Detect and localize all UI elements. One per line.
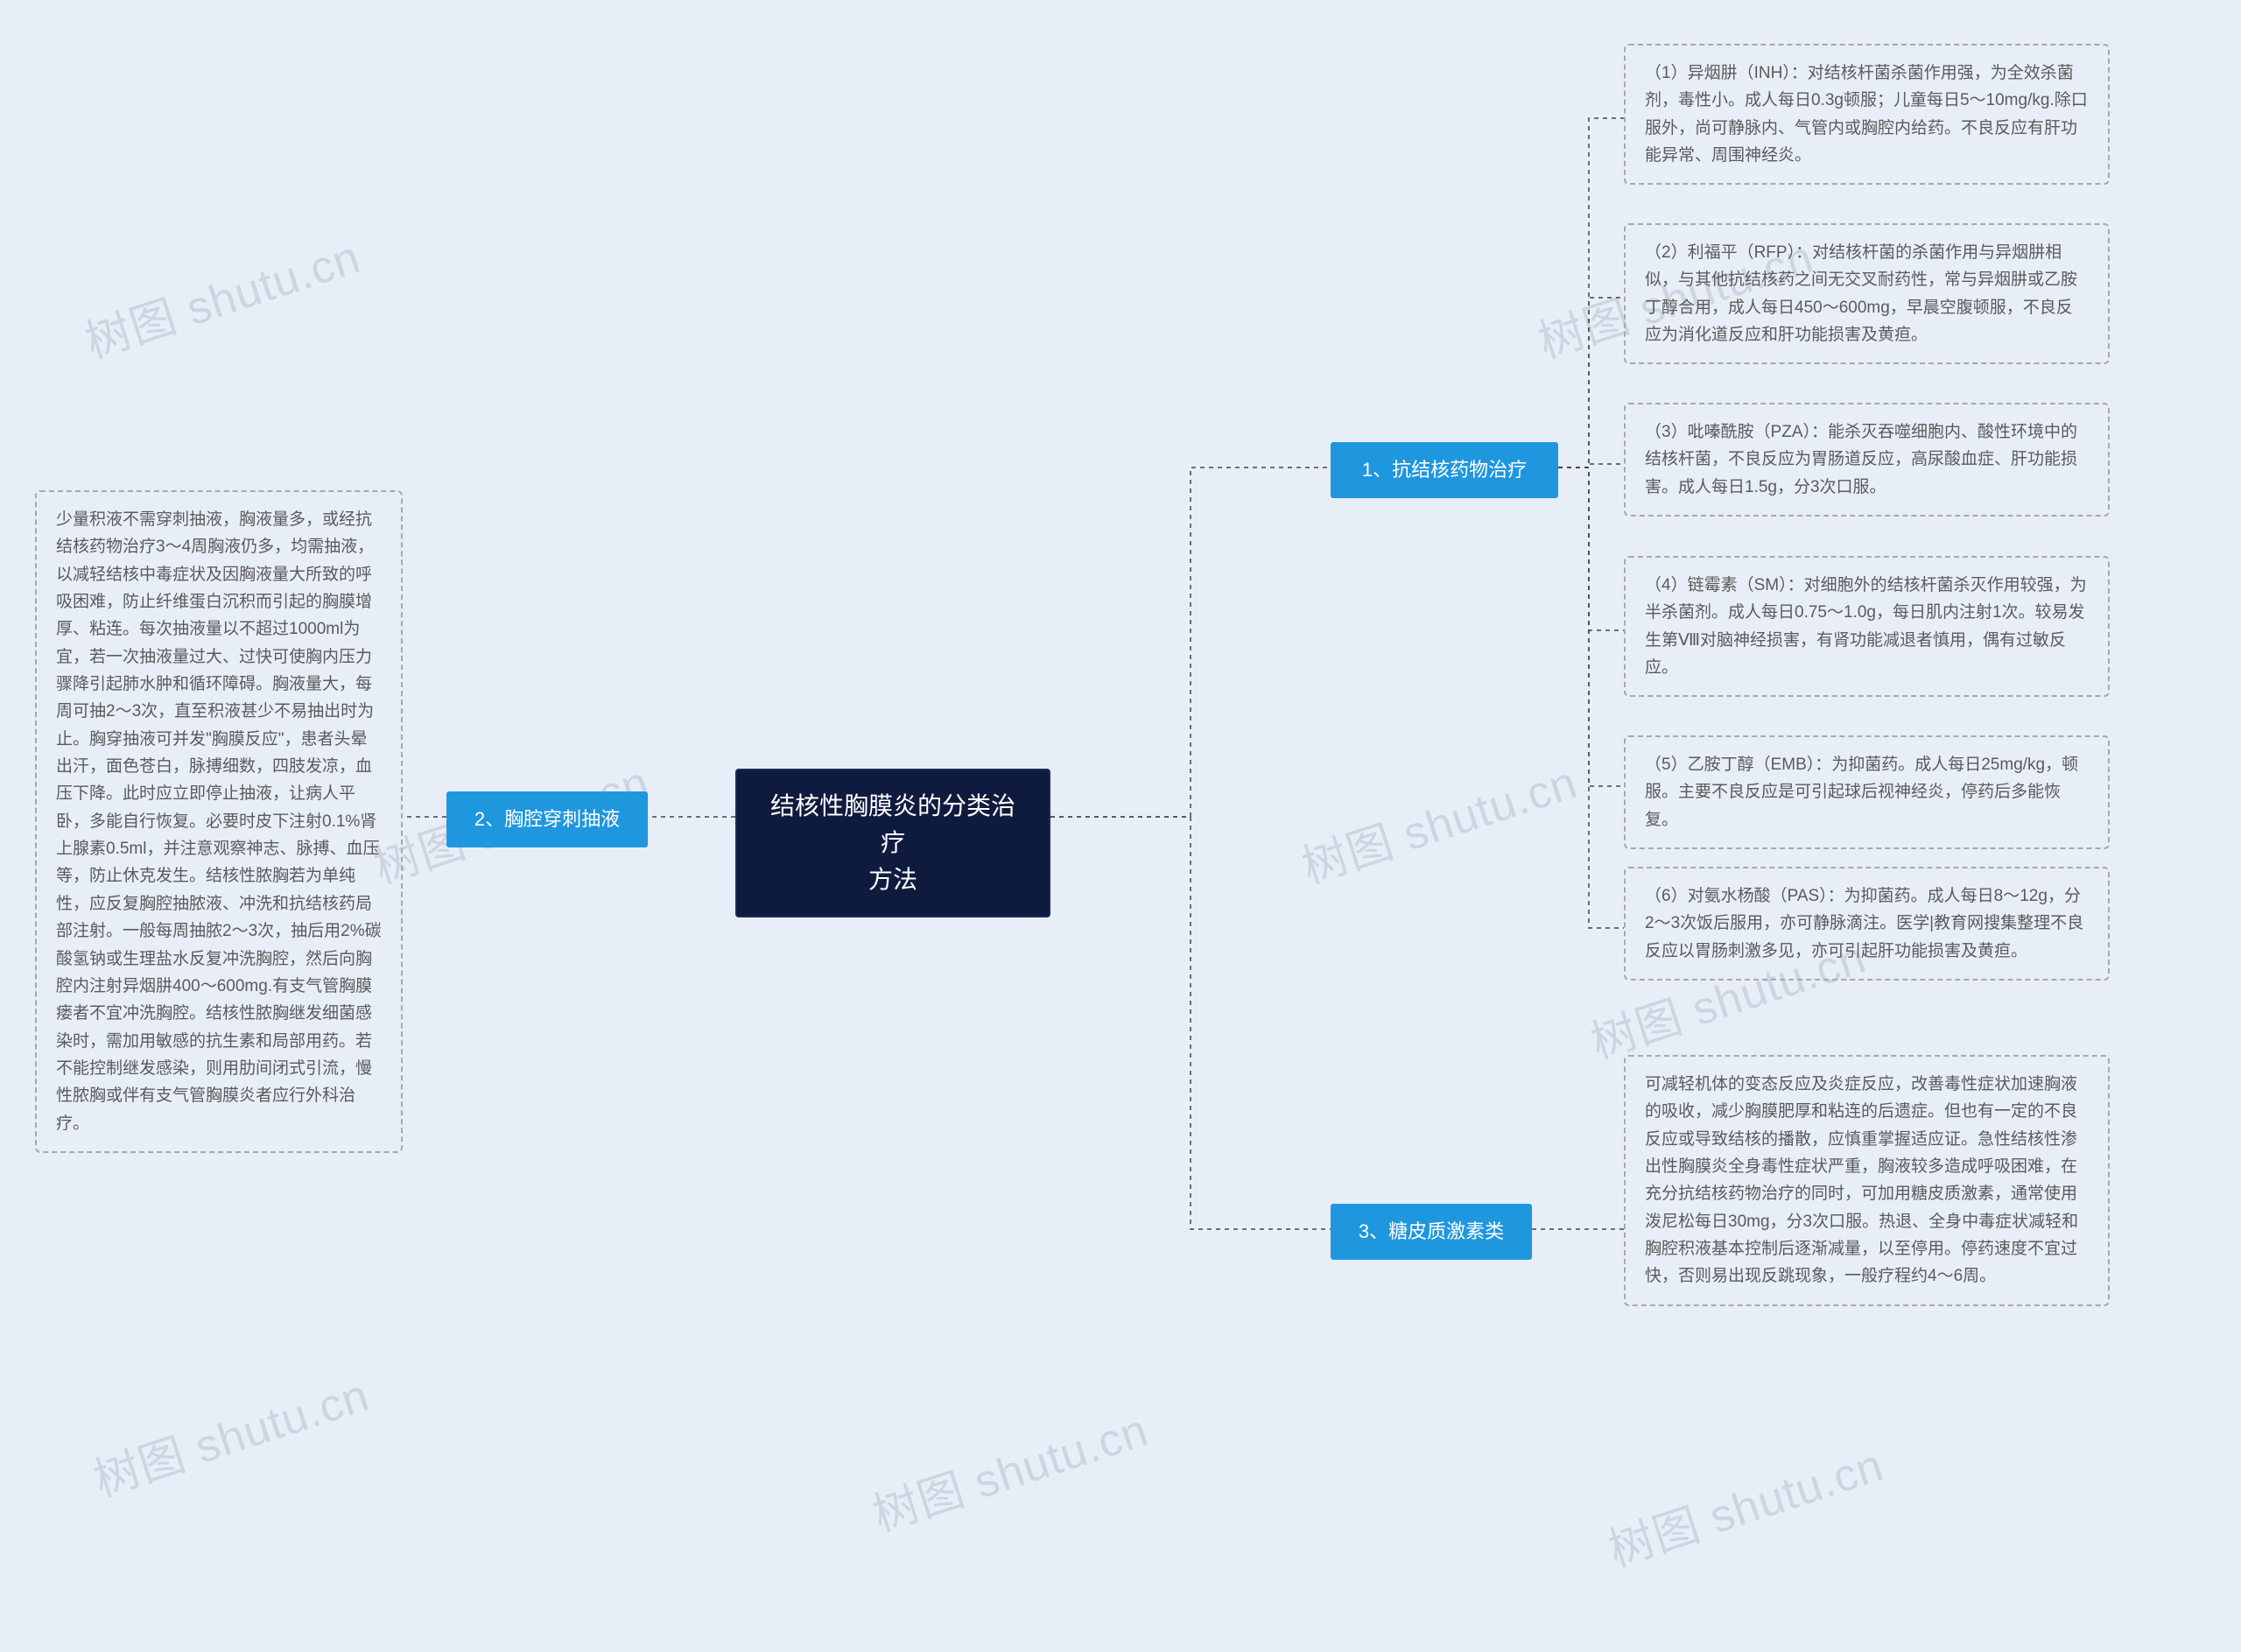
leaf-text: （2）利福平（RFP）：对结核杆菌的杀菌作用与异烟肼相似，与其他抗结核药之间无交… xyxy=(1645,243,2077,344)
leaf-thoracentesis-detail: 少量积液不需穿刺抽液，胸液量多，或经抗结核药物治疗3～4周胸液仍多，均需抽液，以… xyxy=(35,490,403,1153)
leaf-text: （3）吡嗪酰胺（PZA）：能杀灭吞噬细胞内、酸性环境中的结核杆菌，不良反应为胃肠… xyxy=(1645,423,2077,496)
leaf-text: 少量积液不需穿刺抽液，胸液量多，或经抗结核药物治疗3～4周胸液仍多，均需抽液，以… xyxy=(56,510,382,1133)
leaf-text: （1）异烟肼（INH）：对结核杆菌杀菌作用强，为全效杀菌剂，毒性小。成人每日0.… xyxy=(1645,64,2088,165)
leaf-text: （5）乙胺丁醇（EMB）：为抑菌药。成人每日25mg/kg，顿服。主要不良反应是… xyxy=(1645,756,2078,829)
leaf-text: （6）对氨水杨酸（PAS）：为抑菌药。成人每日8～12g，分2～3次饭后服用，亦… xyxy=(1645,887,2083,960)
watermark: 树图 shutu.cn xyxy=(1598,1428,1890,1578)
leaf-pza: （3）吡嗪酰胺（PZA）：能杀灭吞噬细胞内、酸性环境中的结核杆菌，不良反应为胃肠… xyxy=(1624,403,2110,517)
leaf-sm: （4）链霉素（SM）：对细胞外的结核杆菌杀灭作用较强，为半杀菌剂。成人每日0.7… xyxy=(1624,556,2110,697)
watermark: 树图 shutu.cn xyxy=(863,1393,1155,1543)
leaf-text: （4）链霉素（SM）：对细胞外的结核杆菌杀灭作用较强，为半杀菌剂。成人每日0.7… xyxy=(1645,576,2087,677)
branch-label: 1、抗结核药物治疗 xyxy=(1362,459,1527,481)
leaf-pas: （6）对氨水杨酸（PAS）：为抑菌药。成人每日8～12g，分2～3次饭后服用，亦… xyxy=(1624,867,2110,981)
branch-thoracentesis[interactable]: 2、胸腔穿刺抽液 xyxy=(446,791,648,847)
branch-glucocorticoids[interactable]: 3、糖皮质激素类 xyxy=(1331,1204,1532,1260)
branch-label: 3、糖皮质激素类 xyxy=(1359,1220,1504,1242)
leaf-rfp: （2）利福平（RFP）：对结核杆菌的杀菌作用与异烟肼相似，与其他抗结核药之间无交… xyxy=(1624,223,2110,364)
root-node[interactable]: 结核性胸膜炎的分类治疗 方法 xyxy=(735,769,1050,917)
leaf-text: 可减轻机体的变态反应及炎症反应，改善毒性症状加速胸液的吸收，减少胸膜肥厚和粘连的… xyxy=(1645,1075,2078,1285)
watermark: 树图 shutu.cn xyxy=(75,220,367,370)
leaf-emb: （5）乙胺丁醇（EMB）：为抑菌药。成人每日25mg/kg，顿服。主要不良反应是… xyxy=(1624,735,2110,849)
leaf-inh: （1）异烟肼（INH）：对结核杆菌杀菌作用强，为全效杀菌剂，毒性小。成人每日0.… xyxy=(1624,44,2110,185)
branch-antituberculosis-drugs[interactable]: 1、抗结核药物治疗 xyxy=(1331,442,1558,498)
leaf-glucocorticoids-detail: 可减轻机体的变态反应及炎症反应，改善毒性症状加速胸液的吸收，减少胸膜肥厚和粘连的… xyxy=(1624,1055,2110,1306)
root-label: 结核性胸膜炎的分类治疗 方法 xyxy=(763,788,1022,898)
watermark: 树图 shutu.cn xyxy=(1292,745,1584,896)
watermark: 树图 shutu.cn xyxy=(84,1358,376,1508)
branch-label: 2、胸腔穿刺抽液 xyxy=(474,808,620,830)
